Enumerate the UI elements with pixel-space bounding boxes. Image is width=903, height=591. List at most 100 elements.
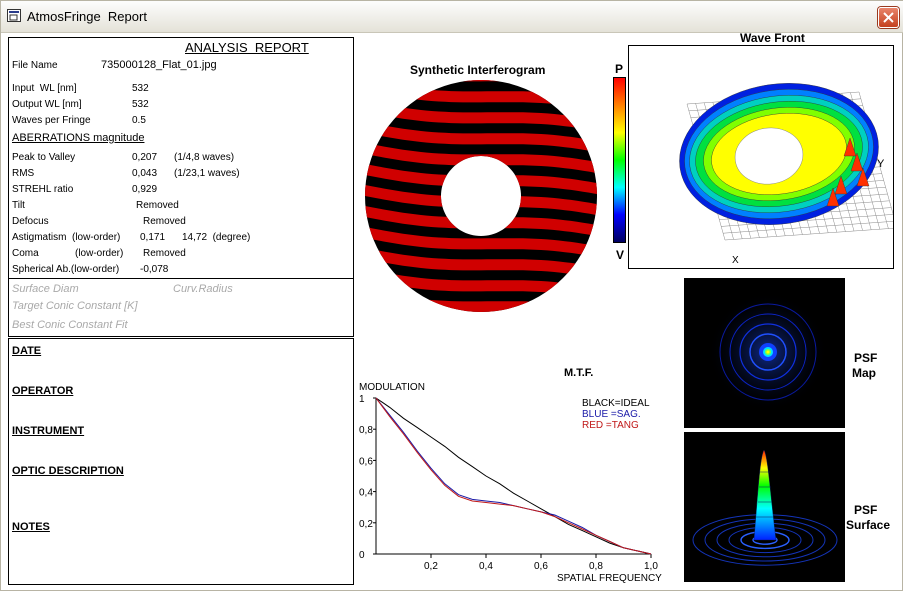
mtf-y-tick-label: 1 bbox=[359, 394, 365, 405]
astigmatism-note: 14,72 (degree) bbox=[182, 232, 251, 243]
psf-map-image bbox=[684, 278, 845, 428]
target-conic-label: Target Conic Constant [K] bbox=[12, 300, 138, 312]
psf-map-label-line2: Map bbox=[852, 366, 876, 380]
waves-per-fringe-label: Waves per Fringe bbox=[12, 115, 91, 126]
psf-surface-graphic bbox=[692, 449, 838, 566]
mtf-y-tick-label: 0 bbox=[359, 550, 365, 561]
output-wl-value: 532 bbox=[132, 99, 149, 110]
defocus-value: Removed bbox=[143, 216, 186, 227]
mtf-y-tick-label: 0,4 bbox=[359, 488, 373, 499]
analysis-report-heading: ANALYSIS REPORT bbox=[185, 40, 309, 55]
mtf-x-tick-label: 0,2 bbox=[424, 561, 438, 572]
curv-radius-label: Curv.Radius bbox=[173, 283, 233, 295]
spherical-label: Spherical Ab.(low-order) bbox=[12, 264, 120, 275]
ptv-note: (1/4,8 waves) bbox=[174, 152, 235, 163]
fringe-stripe bbox=[365, 80, 597, 112]
fringe-stripe bbox=[365, 120, 597, 154]
strehl-value: 0,929 bbox=[132, 184, 158, 195]
analysis-report-panel: ANALYSIS REPORT File Name 735000128_Flat… bbox=[8, 37, 354, 337]
wavefront-surface-plot bbox=[679, 83, 898, 241]
synthetic-interferogram bbox=[365, 80, 597, 312]
file-name-value: 735000128_Flat_01.jpg bbox=[101, 59, 217, 71]
close-button[interactable] bbox=[878, 7, 899, 28]
window-title: AtmosFringe Report bbox=[27, 9, 147, 24]
mtf-x-tick-label: 1,0 bbox=[644, 561, 658, 572]
psf-surface-label-line1: PSF bbox=[854, 503, 878, 517]
ptv-label: Peak to Valley bbox=[12, 152, 76, 163]
wavefront-spike bbox=[850, 152, 864, 172]
optic-description-heading: OPTIC DESCRIPTION bbox=[12, 465, 124, 477]
report-content: ANALYSIS REPORT File Name 735000128_Flat… bbox=[3, 31, 902, 590]
close-icon bbox=[883, 12, 894, 23]
wavefront-grid-line bbox=[721, 214, 894, 227]
input-wl-label: Input WL [nm] bbox=[12, 83, 77, 94]
fringe-stripe bbox=[365, 246, 597, 280]
mtf-y-tick-label: 0,8 bbox=[359, 425, 373, 436]
wavefront-spike bbox=[843, 137, 857, 157]
wavefront-spike bbox=[826, 187, 840, 207]
input-wl-value: 532 bbox=[132, 83, 149, 94]
wavefront-grid-line bbox=[724, 227, 898, 241]
coma-value: Removed bbox=[143, 248, 186, 259]
rms-label: RMS bbox=[12, 168, 35, 179]
title-bar[interactable]: AtmosFringe Report bbox=[1, 1, 903, 33]
spherical-value: -0,078 bbox=[140, 264, 169, 275]
fringe-pattern bbox=[365, 80, 597, 312]
instrument-heading: INSTRUMENT bbox=[12, 425, 85, 437]
mtf-chart: MODULATION SPATIAL FREQUENCY 0,2 0,4 0,6 0,… bbox=[359, 382, 662, 584]
fringe-stripe bbox=[365, 267, 597, 301]
operator-heading: OPERATOR bbox=[12, 385, 74, 397]
tilt-value: Removed bbox=[136, 200, 179, 211]
wavefront-surface bbox=[679, 83, 879, 225]
mtf-legend-sag: BLUE =SAG. bbox=[582, 409, 641, 420]
date-heading: DATE bbox=[12, 345, 42, 357]
best-conic-label: Best Conic Constant Fit bbox=[12, 319, 128, 331]
app-icon bbox=[7, 9, 21, 22]
wavefront-center-hole bbox=[734, 127, 804, 185]
notes-heading: NOTES bbox=[12, 521, 50, 533]
rms-value: 0,043 bbox=[132, 168, 158, 179]
mtf-xlabel: SPATIAL FREQUENCY bbox=[557, 573, 662, 584]
fringe-stripe bbox=[365, 99, 597, 133]
file-name-label: File Name bbox=[12, 60, 58, 71]
wavefront-spike bbox=[856, 167, 870, 187]
report-divider bbox=[9, 278, 353, 279]
psf-map-graphic bbox=[708, 292, 828, 412]
tilt-label: Tilt bbox=[12, 200, 25, 211]
ptv-value: 0,207 bbox=[132, 152, 158, 163]
coma-sub: (low-order) bbox=[75, 248, 124, 259]
mtf-legend-ideal: BLACK=IDEAL bbox=[582, 398, 650, 409]
coma-label: Coma bbox=[12, 248, 39, 259]
output-wl-label: Output WL [nm] bbox=[12, 99, 82, 110]
strehl-label: STREHL ratio bbox=[12, 184, 74, 195]
wavefront-spike bbox=[834, 175, 848, 195]
mtf-title: M.T.F. bbox=[564, 367, 594, 379]
astigmatism-label: Astigmatism (low-order) bbox=[12, 232, 121, 243]
waves-per-fringe-value: 0.5 bbox=[132, 115, 146, 126]
mtf-x-tick-label: 0,4 bbox=[479, 561, 493, 572]
rms-note: (1/23,1 waves) bbox=[174, 168, 240, 179]
mtf-ticks: 0,2 0,4 0,6 0,8 1,0 0 0,2 0,4 0,6 0,8 1 bbox=[359, 394, 658, 572]
mtf-x-tick-label: 0,6 bbox=[534, 561, 548, 572]
mtf-y-tick-label: 0,2 bbox=[359, 519, 373, 530]
mtf-series-group bbox=[375, 397, 652, 555]
mtf-legend-tang: RED =TANG bbox=[582, 420, 639, 431]
colorbar-top-label: P bbox=[615, 62, 624, 76]
wavefront-grid-line bbox=[723, 220, 896, 234]
wavefront-y-axis-label: Y bbox=[877, 158, 885, 170]
wavefront-panel: Y X bbox=[628, 45, 898, 269]
psf-map-label-line1: PSF bbox=[854, 351, 878, 365]
mtf-ylabel: MODULATION bbox=[359, 382, 425, 393]
fringe-stripe bbox=[365, 225, 597, 259]
mtf-x-tick-label: 0,8 bbox=[589, 561, 603, 572]
defocus-label: Defocus bbox=[12, 216, 49, 227]
surface-diam-label: Surface Diam bbox=[12, 283, 79, 295]
psf-surface-label-line2: Surface bbox=[846, 518, 891, 532]
fringe-stripe bbox=[365, 288, 597, 312]
color-scale-bar bbox=[613, 77, 626, 243]
mtf-series-ideal bbox=[375, 397, 652, 555]
wavefront-title: Wave Front bbox=[740, 31, 805, 45]
info-panel: DATE OPERATOR INSTRUMENT OPTIC DESCRIPTI… bbox=[8, 338, 354, 585]
interferogram-title: Synthetic Interferogram bbox=[410, 63, 546, 77]
